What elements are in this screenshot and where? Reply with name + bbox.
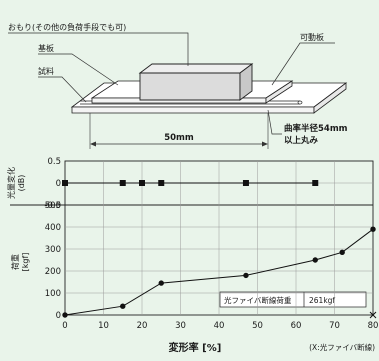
x-axis-title: 変形率 [%] bbox=[169, 341, 222, 354]
radius-leader bbox=[267, 109, 282, 135]
substrate-label: 基板 bbox=[38, 43, 54, 53]
load-tick-label: 0 bbox=[56, 311, 61, 321]
substrate-front-face bbox=[71, 106, 315, 114]
sample-label: 試料 bbox=[38, 66, 54, 76]
x-tick-label: 80 bbox=[368, 321, 379, 331]
x-tick-label: 50 bbox=[252, 321, 263, 331]
break-marker-stroke-b bbox=[369, 311, 377, 319]
x-tick-label: 20 bbox=[137, 321, 148, 331]
x-tick-label: 0 bbox=[62, 321, 67, 331]
sample-leader bbox=[38, 76, 87, 103]
load-axis-title-unit: [kgf] bbox=[21, 253, 30, 272]
x-tick-label: 40 bbox=[214, 321, 225, 331]
dB-tick-label: -0.5 bbox=[44, 201, 61, 211]
load-point bbox=[62, 312, 68, 318]
load-axis-title-text: 荷重 bbox=[10, 254, 20, 270]
dimension-arrow-right bbox=[262, 141, 268, 147]
radius-label-line2: 以上丸み bbox=[284, 135, 319, 146]
legend-box bbox=[219, 291, 367, 308]
dB-point bbox=[119, 180, 126, 186]
load-point bbox=[312, 257, 318, 263]
weight-front-face bbox=[139, 72, 241, 101]
load-point bbox=[243, 272, 249, 279]
movable-plate-side-face bbox=[265, 80, 293, 104]
weight-label: おもり(その他の負荷手段でも可) bbox=[8, 22, 126, 32]
load-tick-label: 300 bbox=[45, 245, 61, 255]
footnote: (X:光ファイバ断線) bbox=[309, 342, 375, 352]
load-tick-label: 100 bbox=[45, 289, 61, 299]
dB-axis-title-text: 光量変化 bbox=[6, 167, 16, 199]
substrate-leader bbox=[38, 53, 119, 86]
load-point bbox=[120, 303, 126, 309]
load-tick-label: 200 bbox=[45, 267, 61, 277]
dB-tick-label: 0 bbox=[56, 179, 61, 189]
length-label: 50mm bbox=[164, 133, 194, 143]
load-point bbox=[370, 226, 376, 232]
radius-label-line1: 曲率半径54mm bbox=[284, 123, 348, 134]
chart: 光量変化 (dB) 荷重 [kgf] 光ファイバ断線荷重 261kgf 変形率 … bbox=[6, 157, 378, 354]
load-tick-label: 400 bbox=[45, 223, 61, 233]
weight-side-face bbox=[239, 63, 253, 101]
dB-point bbox=[312, 180, 319, 186]
dimension-arrow-left bbox=[90, 141, 96, 147]
load-point bbox=[158, 280, 164, 286]
dB-tick-label: 0.5 bbox=[47, 157, 61, 167]
dB-axis-title: 光量変化 (dB) bbox=[6, 167, 26, 199]
legend-value: 261kgf bbox=[309, 296, 335, 305]
substrate-side-face bbox=[313, 82, 347, 114]
legend-label: 光ファイバ断線荷重 bbox=[224, 295, 292, 305]
dB-point bbox=[158, 180, 165, 186]
bending-test-diagram: おもり(その他の負荷手段でも可) 基板 試料 可動板 50mm 曲率半径54mm… bbox=[8, 22, 348, 149]
x-tick-label: 70 bbox=[329, 321, 340, 331]
weight-leader bbox=[8, 32, 189, 66]
x-tick-label: 60 bbox=[291, 321, 302, 331]
movable-plate-label: 可動板 bbox=[300, 32, 324, 42]
dB-point bbox=[242, 180, 249, 186]
x-tick-label: 10 bbox=[98, 321, 109, 331]
load-tick-label: 500 bbox=[45, 201, 61, 211]
load-axis-title: 荷重 [kgf] bbox=[10, 253, 30, 272]
weight-top-face bbox=[138, 63, 254, 74]
dB-point bbox=[62, 180, 68, 186]
dB-axis-title-unit: (dB) bbox=[17, 175, 26, 192]
load-point bbox=[339, 249, 345, 255]
fiber-end bbox=[297, 100, 303, 105]
movable-plate-leader bbox=[271, 42, 335, 86]
x-tick-label: 30 bbox=[175, 321, 186, 331]
dB-point bbox=[139, 180, 145, 186]
